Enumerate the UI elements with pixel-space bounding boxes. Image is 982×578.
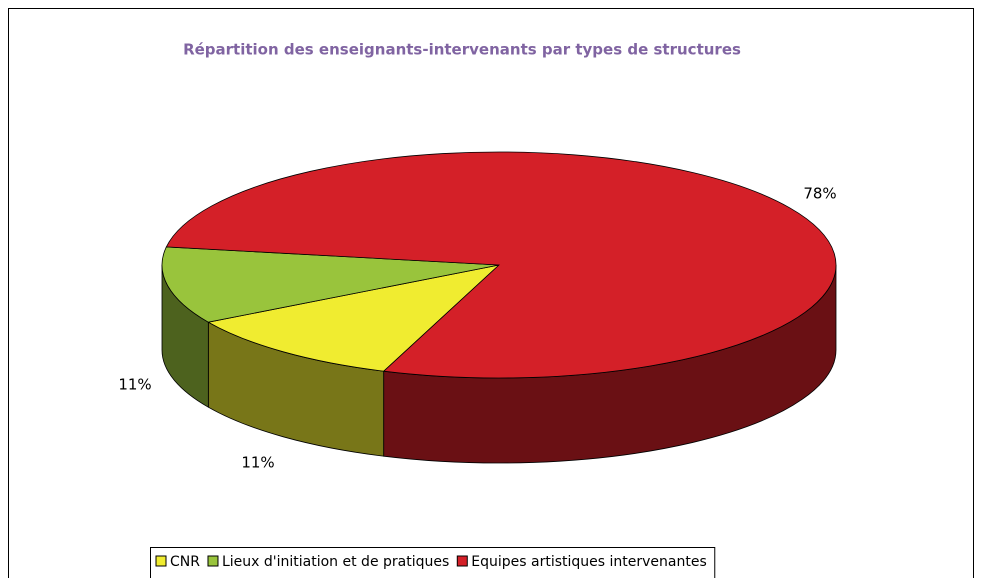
data-label: 11% (118, 376, 151, 394)
legend-swatch (456, 555, 468, 567)
legend-label: CNR (170, 554, 200, 570)
legend-swatch (207, 555, 219, 567)
pie-slice (207, 264, 501, 372)
data-label: 11% (241, 454, 274, 472)
chart-title: Répartition des enseignants-intervenants… (183, 41, 741, 59)
legend-label: Equipes artistiques intervenantes (471, 554, 706, 570)
pie-slice (161, 246, 500, 323)
legend-label: Lieux d'initiation et de pratiques (222, 554, 449, 570)
data-label: 78% (803, 185, 836, 203)
legend-swatch (155, 555, 167, 567)
legend-box (150, 547, 716, 578)
pie-slice (165, 151, 837, 379)
chart-border (8, 8, 974, 578)
legend: CNR Lieux d'initiation et de pratiques Equ… (150, 547, 716, 578)
